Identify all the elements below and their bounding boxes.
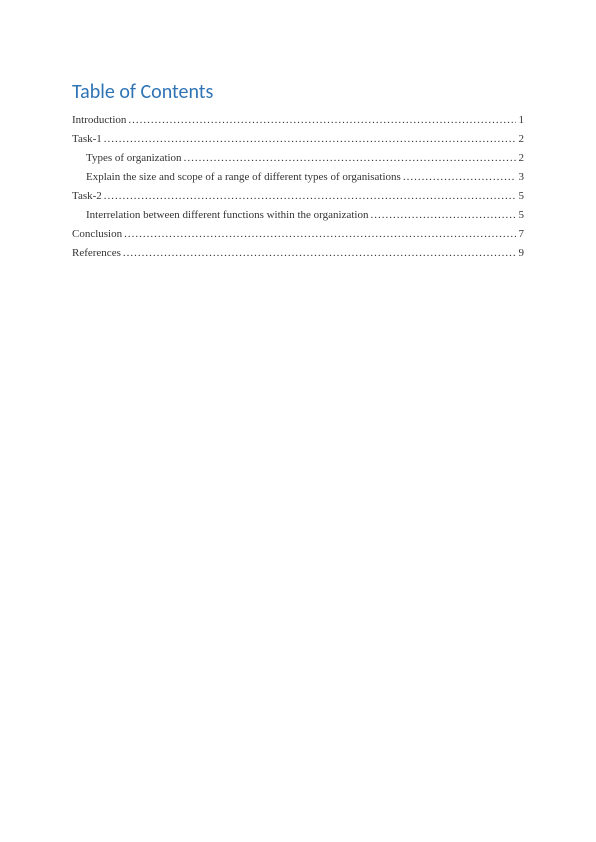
toc-entry-page: 2 bbox=[516, 152, 524, 164]
toc-dots bbox=[102, 190, 516, 202]
toc-entry: Conclusion 7 bbox=[72, 228, 524, 240]
toc-entry: References 9 bbox=[72, 247, 524, 259]
toc-title: Table of Contents bbox=[72, 80, 524, 104]
toc-entry-page: 1 bbox=[516, 114, 524, 126]
toc-dots bbox=[122, 228, 516, 240]
toc-entry-label: Explain the size and scope of a range of… bbox=[86, 171, 401, 183]
toc-entry: Task-2 5 bbox=[72, 190, 524, 202]
toc-entry-label: Conclusion bbox=[72, 228, 122, 240]
toc-entry-page: 7 bbox=[516, 228, 524, 240]
toc-dots bbox=[401, 171, 516, 183]
toc-entry-label: Introduction bbox=[72, 114, 126, 126]
toc-entry-label: Task-1 bbox=[72, 133, 102, 145]
toc-dots bbox=[121, 247, 516, 259]
toc-entry: Explain the size and scope of a range of… bbox=[72, 171, 524, 183]
toc-entry: Task-1 2 bbox=[72, 133, 524, 145]
toc-entry-label: Task-2 bbox=[72, 190, 102, 202]
toc-entry-page: 5 bbox=[516, 209, 524, 221]
toc-entry-page: 3 bbox=[516, 171, 524, 183]
toc-dots bbox=[126, 114, 516, 126]
toc-entry: Types of organization 2 bbox=[72, 152, 524, 164]
toc-entry-page: 2 bbox=[516, 133, 524, 145]
toc-entry-label: Types of organization bbox=[86, 152, 182, 164]
toc-entry-label: Interrelation between different function… bbox=[86, 209, 368, 221]
toc-entry-page: 5 bbox=[516, 190, 524, 202]
toc-dots bbox=[102, 133, 516, 145]
toc-entry: Interrelation between different function… bbox=[72, 209, 524, 221]
toc-entry-page: 9 bbox=[516, 247, 524, 259]
toc-dots bbox=[368, 209, 516, 221]
toc-entry-label: References bbox=[72, 247, 121, 259]
toc-entry: Introduction 1 bbox=[72, 114, 524, 126]
toc-list: Introduction 1 Task-1 2 Types of organiz… bbox=[72, 114, 524, 259]
toc-dots bbox=[182, 152, 516, 164]
